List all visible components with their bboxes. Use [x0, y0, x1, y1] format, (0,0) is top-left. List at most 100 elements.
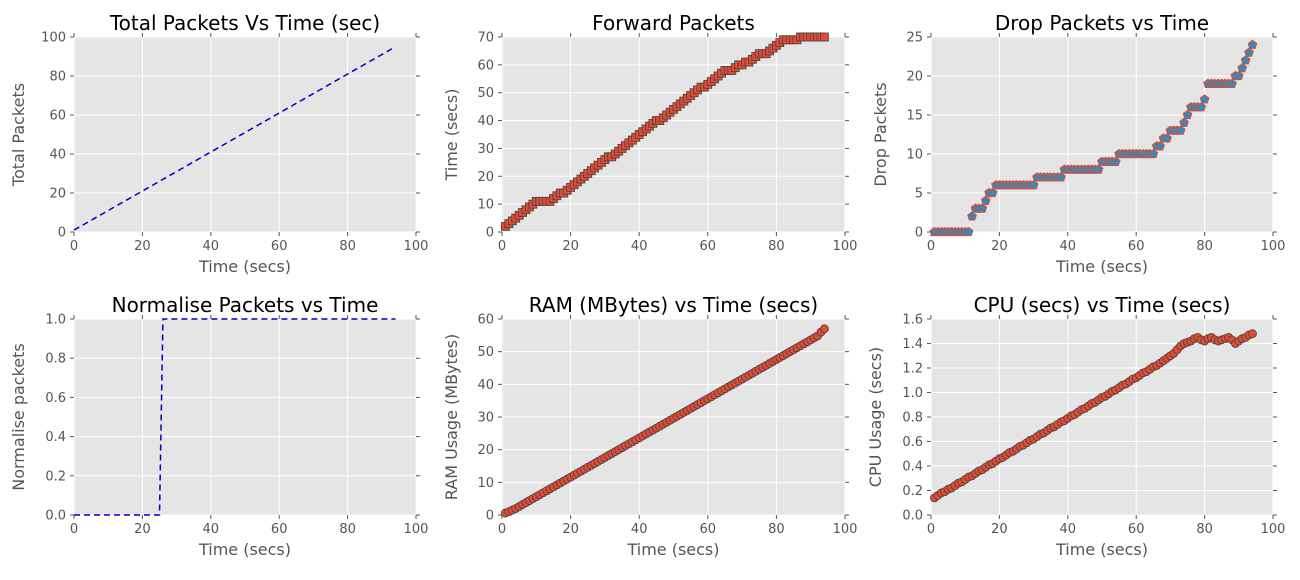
x-tick-label: 0	[70, 239, 78, 254]
x-axis-label: Time (secs)	[198, 257, 291, 276]
series	[930, 329, 1257, 503]
series	[73, 46, 396, 231]
y-tick-label: 1.2	[902, 362, 923, 377]
y-tick-label: 0.0	[902, 509, 923, 524]
x-tick-label: 60	[271, 522, 288, 537]
y-tick-label: 40	[477, 378, 494, 393]
x-tick-label: 60	[1128, 239, 1145, 254]
chart-total: 0 20 40 60 80 100 0 20 40 60 80 100 Total Packets Vs…	[9, 11, 428, 276]
x-tick-label: 100	[1261, 522, 1286, 537]
x-tick-label: 100	[833, 522, 858, 537]
x-axis-label: Time (secs)	[1055, 540, 1148, 559]
x-tick-label: 80	[1196, 522, 1213, 537]
x-tick-label: 0	[498, 239, 506, 254]
data-point	[1248, 329, 1257, 339]
y-tick-label: 40	[477, 114, 494, 129]
x-tick-label: 80	[768, 239, 785, 254]
x-tick-label: 40	[631, 239, 648, 254]
data-point	[820, 324, 829, 334]
data-point	[1155, 141, 1166, 151]
data-point	[1093, 164, 1104, 174]
y-tick-label: 0	[58, 226, 66, 241]
y-tick-label: 0.4	[902, 460, 923, 475]
data-point	[1148, 148, 1159, 159]
y-tick-label: 0.0	[45, 509, 66, 524]
data-point	[1196, 102, 1207, 112]
x-tick-label: 100	[404, 522, 429, 537]
y-tick-label: 20	[477, 170, 494, 185]
y-tick-label: 0	[486, 509, 494, 524]
x-tick-label: 60	[700, 522, 717, 537]
data-point	[1162, 133, 1172, 143]
y-axis-label: Time (secs)	[442, 88, 461, 181]
x-tick-label: 100	[1261, 239, 1286, 254]
data-point	[1182, 109, 1193, 120]
y-tick-label: 60	[49, 109, 66, 124]
y-axis-label: Drop Packets	[871, 82, 890, 186]
x-tick-label: 100	[404, 239, 429, 254]
x-tick-label: 0	[927, 239, 935, 254]
data-point	[1056, 172, 1066, 182]
chart-title: Forward Packets	[592, 11, 755, 35]
y-axis-label: Normalise packets	[9, 343, 28, 491]
plot-area	[74, 37, 416, 232]
y-tick-label: 15	[906, 109, 923, 124]
data-point	[1110, 156, 1121, 166]
x-tick-label: 100	[833, 239, 858, 254]
y-tick-label: 40	[49, 148, 66, 163]
y-tick-label: 20	[49, 187, 66, 202]
chart-forward: 0 20 40 60 80 100 0 10 20 30 40 50 60 70 Forward Packe…	[442, 11, 857, 254]
y-tick-label: 50	[477, 345, 494, 360]
x-tick-label: 0	[70, 522, 78, 537]
x-tick-label: 80	[339, 239, 356, 254]
x-tick-label: 0	[498, 522, 506, 537]
plot-area	[74, 319, 416, 515]
x-axis-label: Time (secs)	[626, 540, 719, 559]
data-point	[1227, 78, 1237, 88]
y-tick-label: 10	[477, 198, 494, 213]
data-point	[963, 226, 974, 237]
y-tick-label: 0.4	[45, 430, 66, 445]
x-tick-label: 40	[1060, 522, 1077, 537]
data-point	[1240, 55, 1251, 65]
series-line	[74, 318, 396, 516]
x-tick-label: 60	[700, 239, 717, 254]
x-tick-label: 20	[562, 239, 579, 254]
data-point	[1247, 39, 1258, 49]
y-tick-label: 0	[915, 226, 923, 241]
y-tick-label: 1.0	[45, 313, 66, 328]
y-tick-label: 60	[477, 313, 494, 328]
chart-normalise: 0 20 40 60 80 100 0.0 0.2 0.4 0.6 0.8 1.0 Normalise …	[9, 293, 428, 559]
data-point	[1244, 47, 1254, 57]
y-axis-label: Total Packets	[9, 83, 28, 187]
y-tick-label: 0.2	[902, 484, 923, 499]
series	[501, 324, 829, 518]
series-line	[73, 46, 396, 231]
y-tick-label: 80	[49, 70, 66, 85]
x-tick-label: 40	[203, 522, 220, 537]
x-tick-label: 60	[1128, 522, 1145, 537]
series	[74, 318, 396, 516]
x-tick-label: 20	[991, 239, 1008, 254]
chart-ram: 0 20 40 60 80 100 0 10 20 30 40 50 60 RAM (MBytes) vs…	[442, 293, 857, 559]
x-tick-label: 0	[927, 522, 935, 537]
y-tick-label: 0.6	[45, 391, 66, 406]
data-point	[980, 195, 991, 205]
y-tick-label: 5	[915, 187, 923, 202]
x-tick-label: 60	[271, 239, 288, 254]
y-axis-label: RAM Usage (MBytes)	[442, 334, 461, 500]
data-point	[1237, 63, 1248, 73]
y-tick-label: 30	[477, 142, 494, 157]
data-point	[967, 211, 977, 221]
x-tick-label: 40	[203, 239, 220, 254]
y-tick-label: 1.0	[902, 386, 923, 401]
y-tick-label: 70	[477, 31, 494, 46]
y-tick-label: 25	[906, 31, 923, 46]
y-tick-label: 0.6	[902, 435, 923, 450]
chart-title: Drop Packets vs Time	[995, 11, 1209, 35]
chart-drop: 0 20 40 60 80 100 0 5 10 15 20 25 Drop Packets vs Ti…	[871, 11, 1285, 276]
chart-title: RAM (MBytes) vs Time (secs)	[529, 293, 818, 317]
y-tick-label: 10	[906, 148, 923, 163]
y-tick-label: 10	[477, 476, 494, 491]
